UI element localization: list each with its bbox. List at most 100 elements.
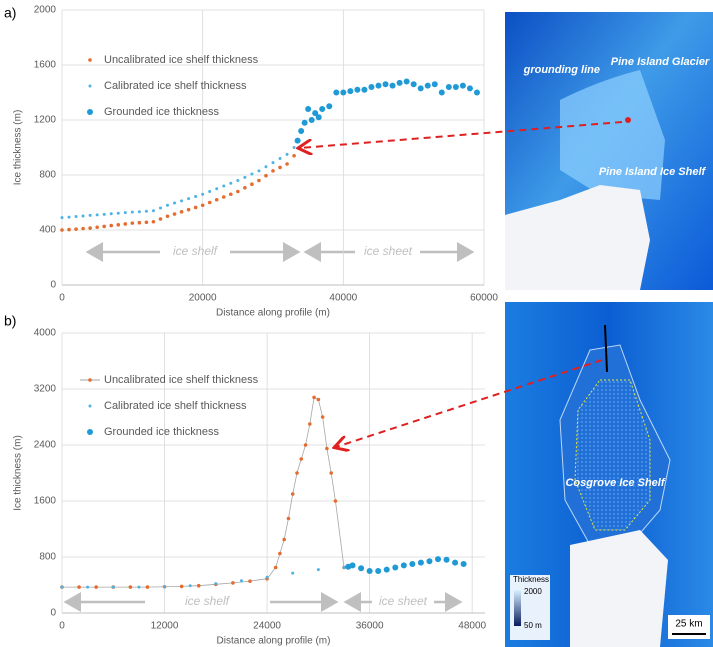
data-point [222,185,225,188]
data-point [350,562,356,568]
data-point [194,195,197,198]
map-label: grounding line [523,64,600,76]
data-point [250,173,253,176]
y-tick-label: 2400 [34,440,57,451]
panel-label: a) [4,5,16,21]
data-point [61,586,64,589]
data-point [334,499,338,503]
y-tick-label: 2000 [34,5,57,16]
data-point [129,585,133,589]
x-tick-label: 48000 [458,621,486,632]
data-point [305,106,311,112]
data-point [474,90,480,96]
annotation: ice shelf [185,594,231,608]
data-point [89,214,92,217]
y-tick-label: 400 [39,225,56,236]
data-point [278,552,282,556]
legend-min: 50 m [524,621,542,630]
x-tick-label: 0 [59,293,65,304]
data-point [138,210,141,213]
data-point [152,209,155,212]
data-point [432,81,438,87]
data-point [411,81,417,87]
x-tick-label: 12000 [151,621,179,632]
data-point [131,221,135,225]
data-point [102,225,106,229]
data-point [418,560,424,566]
data-point [201,203,205,207]
y-tick-label: 3200 [34,384,57,395]
data-point [453,84,459,90]
legend-marker [89,85,92,88]
data-point [187,208,191,212]
data-point [302,120,308,126]
map-label: Cosgrove Ice Shelf [565,477,665,489]
legend-label: Calibrated ice shelf thickness [104,400,247,412]
y-tick-label: 1600 [34,60,57,71]
data-point [166,214,170,218]
data-point [358,565,364,571]
data-point [446,84,452,90]
data-point [264,165,267,168]
data-point [180,210,184,214]
data-point [137,586,140,589]
data-point [240,579,243,582]
legend-marker [87,429,93,435]
data-point [103,213,106,216]
data-point [146,585,150,589]
panel-label: b) [4,313,16,329]
data-point [82,214,85,217]
data-point [163,585,166,588]
legend-max: 2000 [524,587,542,596]
data-point [426,558,432,564]
data-point [112,586,115,589]
data-point [214,582,217,585]
map-label: Pine Island Ice Shelf [599,166,707,178]
data-point [291,572,294,575]
scale-bar: 25 km [675,619,702,630]
data-point [201,193,204,196]
data-point [215,198,219,202]
data-point [257,169,260,172]
data-point [444,557,450,563]
data-point [116,223,120,227]
data-point [293,146,296,149]
data-point [243,186,247,190]
data-point [67,228,71,232]
data-point [166,204,169,207]
data-point [308,422,312,426]
data-point [95,225,99,229]
legend-marker [87,109,93,115]
map-b: Cosgrove Ice Shelf Thickness 2000 50 m 2… [505,302,713,647]
data-point [86,586,89,589]
y-tick-label: 1200 [34,115,57,126]
data-point [282,538,286,542]
data-point [425,83,431,89]
data-point [287,517,291,521]
data-point [329,471,333,475]
data-point [467,85,473,91]
x-tick-label: 40000 [329,293,357,304]
y-tick-label: 800 [39,552,56,563]
data-point [397,80,403,86]
data-point [180,199,183,202]
data-point [367,568,373,574]
data-point [285,162,289,166]
data-point [439,90,445,96]
data-point [299,457,303,461]
data-point [340,90,346,96]
y-tick-label: 1600 [34,496,57,507]
data-point [197,584,201,588]
data-point [77,585,81,589]
data-point [222,195,226,199]
data-point [215,187,218,190]
data-point [231,581,235,585]
legend-marker [89,405,92,408]
data-point [248,579,252,583]
legend-marker [88,58,92,62]
data-point [278,166,282,170]
data-point [295,471,299,475]
data-point [110,212,113,215]
data-point [317,568,320,571]
data-point [75,215,78,218]
